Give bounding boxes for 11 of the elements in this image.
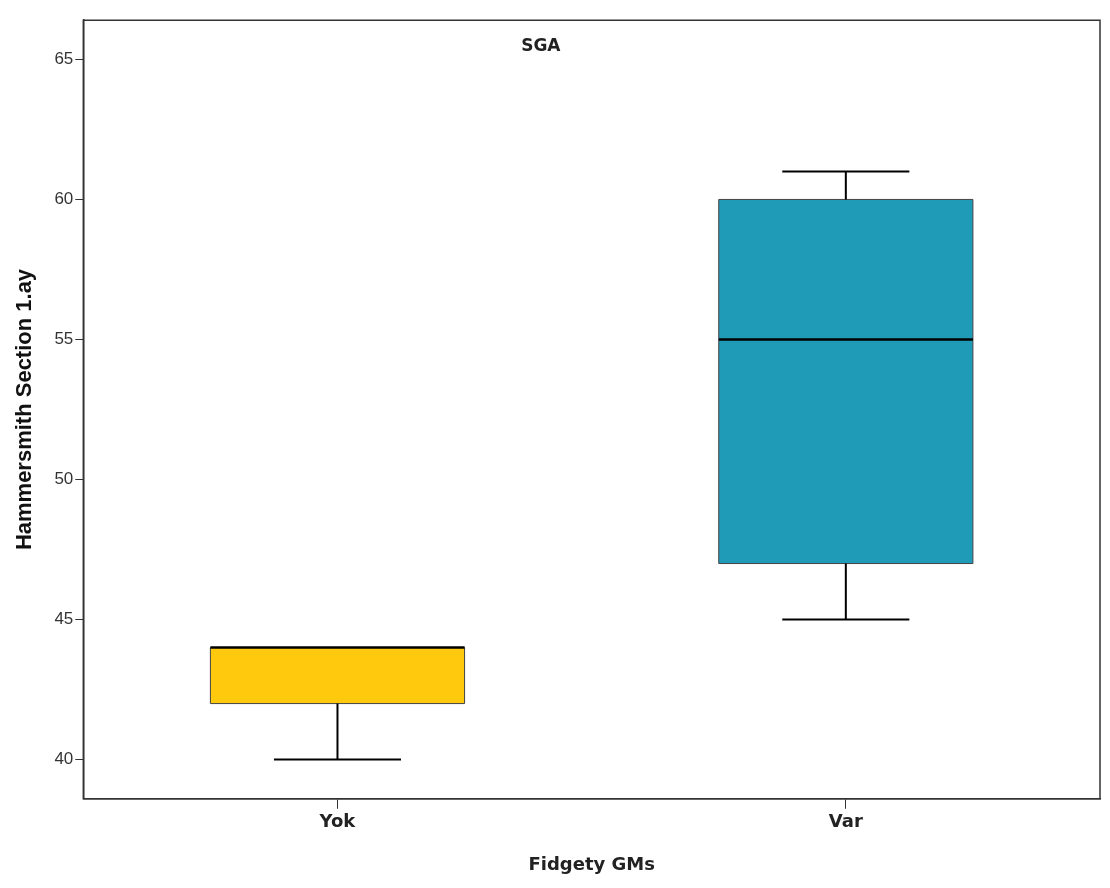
y-tick-label: 45 xyxy=(54,609,74,629)
y-tick-label: 50 xyxy=(54,469,74,489)
x-axis-title: Fidgety GMs xyxy=(528,852,655,874)
y-tick-label: 65 xyxy=(54,49,74,69)
y-tick-label: 55 xyxy=(54,329,74,349)
y-axis-title: Hammersmith Section 1.ay xyxy=(11,268,37,551)
x-tick-label: Yok xyxy=(318,810,357,832)
y-tick-label: 40 xyxy=(54,749,74,769)
text: SGA xyxy=(521,35,562,56)
x-tick-label: Var xyxy=(828,810,863,832)
y-tick-label: 60 xyxy=(54,189,74,209)
